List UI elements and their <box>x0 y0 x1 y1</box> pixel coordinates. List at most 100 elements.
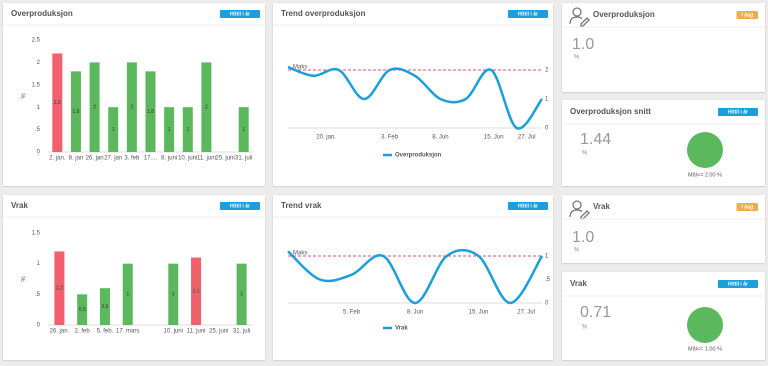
badge <box>736 203 758 211</box>
line <box>287 248 544 305</box>
user-edit-icon <box>569 7 590 27</box>
x-tick-label: 15. Jun <box>469 310 489 316</box>
bar-value-label: 1 <box>242 127 245 133</box>
y-tick-label: 0 <box>545 301 549 307</box>
bar-value-label: 1 <box>172 292 175 298</box>
bar <box>191 257 202 325</box>
badge <box>507 10 548 18</box>
y-tick-label: 1.5 <box>32 82 41 88</box>
panel <box>3 195 265 360</box>
badge <box>717 108 758 116</box>
panel-title: Overproduksjon <box>11 9 73 18</box>
tile-title: Vrak <box>570 279 587 288</box>
bar <box>236 263 247 325</box>
bar <box>201 62 212 152</box>
x-tick-label: 3. feb <box>124 156 140 162</box>
tile-title: Overproduksjon snitt <box>570 107 651 116</box>
x-tick-label: 15. Jun <box>484 135 504 141</box>
bar-value-label: 1.2 <box>56 286 63 292</box>
x-tick-label: 27. jan <box>104 156 122 162</box>
x-tick-label: 2. feb <box>75 329 91 335</box>
x-tick-label: 5. Feb <box>343 310 361 316</box>
x-tick-label: 11. juni <box>197 156 216 162</box>
bar-value-label: 0.6 <box>101 304 108 310</box>
y-tick-label: 1 <box>37 105 41 111</box>
bar-value-label: 2 <box>130 105 133 111</box>
badge <box>219 10 260 18</box>
bar <box>182 107 193 152</box>
y-tick-label: 1 <box>37 261 41 267</box>
y-tick-label: 0 <box>545 126 549 132</box>
x-tick-label: 5. feb. <box>97 329 114 335</box>
bar <box>52 53 63 152</box>
panel <box>562 195 765 263</box>
bar-value-label: 0.5 <box>79 307 86 313</box>
badge <box>717 280 758 288</box>
tile-unit: % <box>574 248 580 254</box>
goal-label: Mål<= 2.00 % <box>688 171 722 178</box>
x-tick-label: 27. Jul <box>518 135 536 141</box>
bar <box>164 107 175 152</box>
line <box>287 65 544 130</box>
y-tick-label: .5 <box>35 292 41 298</box>
threshold-label: Maks <box>293 65 307 71</box>
panel-title: Vrak <box>11 201 28 210</box>
badge-label: Hittil i år <box>518 10 538 17</box>
x-tick-label: 8. Jun <box>432 135 448 141</box>
badge-label: Hittil i år <box>230 202 250 209</box>
tile-unit: % <box>574 55 580 61</box>
badge-label: Hittil i år <box>728 280 748 287</box>
y-tick-label: 2.5 <box>32 38 41 44</box>
bar-value-label: 2 <box>93 105 96 111</box>
tile-title: Vrak <box>593 202 610 211</box>
badge <box>219 202 260 210</box>
bar <box>54 251 65 325</box>
tile-value: 0.71 <box>580 304 611 321</box>
panel-title: Trend vrak <box>281 201 322 210</box>
y-tick-label: 2 <box>37 60 41 66</box>
tile-unit: % <box>582 151 588 157</box>
panel <box>562 3 765 92</box>
legend-label: Vrak <box>395 326 408 332</box>
y-axis-label: % <box>22 93 28 99</box>
y-tick-label: 0 <box>37 150 41 156</box>
bar-value-label: 1.8 <box>72 109 79 115</box>
x-tick-label: 10. juni <box>178 156 197 162</box>
x-tick-label: 2. jan. <box>49 156 66 162</box>
x-tick-label: 31. juli <box>233 329 250 335</box>
bar-value-label: 1 <box>168 127 171 133</box>
bar <box>70 71 81 152</box>
x-tick-label: 8. Jun <box>407 310 423 316</box>
badge-label: I dag <box>741 12 753 18</box>
bar <box>238 107 249 152</box>
tile-title: Overproduksjon <box>593 10 655 19</box>
badge <box>507 202 548 210</box>
badge <box>736 11 758 19</box>
tile-value: 1.0 <box>572 36 594 53</box>
x-tick-label: 31. juli <box>235 156 252 162</box>
y-tick-label: .5 <box>35 127 41 133</box>
bar <box>168 263 179 325</box>
legend-label: Overproduksjon <box>395 153 442 159</box>
x-tick-label: 26. jan. <box>50 329 70 335</box>
bar <box>145 71 156 152</box>
bar-value-label: 2 <box>205 105 208 111</box>
bar <box>108 107 119 152</box>
panels <box>3 3 765 360</box>
x-tick-label: 25. juni <box>215 156 234 162</box>
goal-label: Mål<= 1.00 % <box>688 345 722 352</box>
x-tick-label: 25. juni <box>209 329 228 335</box>
badge-label: Hittil i år <box>728 108 748 115</box>
tile-unit: % <box>582 325 588 331</box>
x-tick-label: 10. juni <box>164 329 183 335</box>
goal-gauge <box>687 132 723 168</box>
bar-value-label: 1.1 <box>193 289 200 295</box>
y-axis-label: % <box>22 276 28 282</box>
panel-title: Trend overproduksjon <box>281 9 366 18</box>
bar-value-label: 2.2 <box>54 100 61 106</box>
bar <box>122 263 133 325</box>
y-tick-label: 1.5 <box>32 231 41 237</box>
y-tick-label: 0 <box>37 323 41 329</box>
panel <box>273 195 553 360</box>
